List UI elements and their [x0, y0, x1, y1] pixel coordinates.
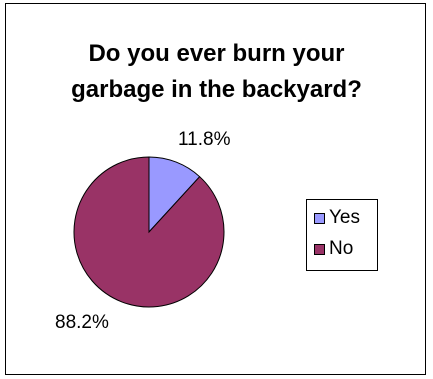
- legend-swatch-yes: [314, 212, 325, 224]
- legend-item-yes: Yes: [314, 206, 360, 230]
- legend-label-no: No: [329, 238, 354, 259]
- legend-item-no: No: [314, 237, 353, 261]
- pie-chart: [73, 156, 225, 308]
- pie-slice-no: [73, 156, 225, 308]
- chart-title-line-1: Do you ever burn your: [88, 40, 345, 67]
- legend: Yes No: [306, 199, 378, 271]
- chart-area: Do you ever burn your garbage in the bac…: [5, 3, 426, 375]
- data-label-yes: 11.8%: [178, 129, 231, 150]
- legend-swatch-no: [314, 243, 325, 255]
- chart-title-line-2: garbage in the backyard?: [71, 76, 362, 103]
- data-label-no: 88.2%: [55, 312, 109, 333]
- legend-label-yes: Yes: [329, 207, 360, 228]
